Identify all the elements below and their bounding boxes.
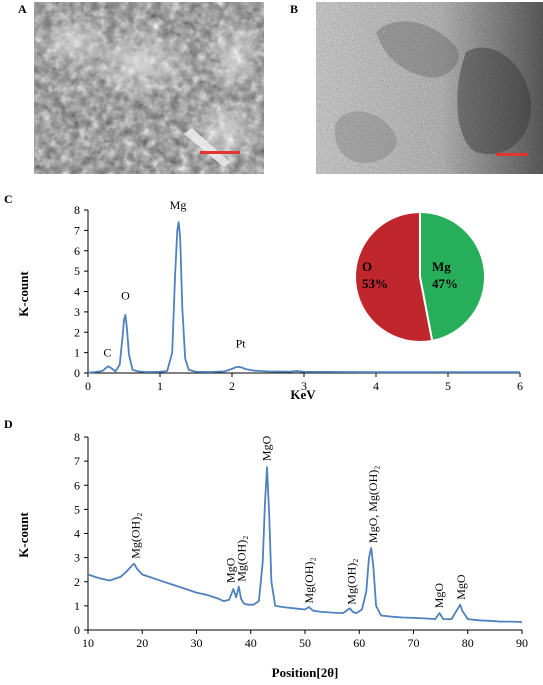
xrd-y-tick-label: 4 bbox=[74, 527, 80, 541]
panel-label-d: D bbox=[4, 417, 13, 431]
eds-x-tick-label: 3 bbox=[301, 379, 307, 393]
xrd-peak-label: MgO bbox=[224, 557, 238, 583]
xrd-y-tick-label: 1 bbox=[74, 599, 80, 613]
xrd-x-tick-label: 70 bbox=[408, 636, 420, 650]
xrd-x-tick-label: 60 bbox=[353, 636, 365, 650]
xrd-x-tick-label: 80 bbox=[462, 636, 474, 650]
tem-scale-bar bbox=[496, 153, 528, 156]
xrd-y-tick-label: 7 bbox=[74, 454, 80, 468]
eds-y-tick-label: 4 bbox=[74, 285, 80, 299]
xrd-y-tick-label: 8 bbox=[74, 430, 80, 444]
eds-peak-label: C bbox=[103, 346, 111, 360]
xrd-series-line bbox=[87, 466, 523, 623]
xrd-x-tick-label: 50 bbox=[299, 636, 311, 650]
panel-label-a: A bbox=[18, 2, 27, 16]
xrd-peak-label: Mg(OH)₂ bbox=[345, 559, 359, 605]
eds-spectrum-chart: 0 1 2 3 4 5 6 7 8 0 1 2 3 4 5 6 C O Mg Pt K-count KeV O 53% M… bbox=[16, 198, 523, 402]
eds-series-line bbox=[87, 221, 520, 374]
xrd-y-tick-label: 6 bbox=[74, 478, 80, 492]
xrd-peak-label: MgO bbox=[259, 435, 273, 461]
eds-x-tick-label: 5 bbox=[445, 379, 451, 393]
pie-value-mg: 47% bbox=[432, 276, 458, 291]
eds-peak-label: Mg bbox=[170, 198, 187, 212]
eds-y-tick-label: 7 bbox=[74, 223, 80, 237]
pie-slice-mg bbox=[419, 210, 486, 343]
eds-y-tick-label: 8 bbox=[74, 203, 80, 217]
eds-x-axis-title: KeV bbox=[290, 387, 316, 402]
pie-label-mg: Mg bbox=[432, 259, 451, 274]
eds-x-tick-label: 2 bbox=[229, 379, 235, 393]
eds-peak-label: Pt bbox=[236, 337, 247, 351]
eds-x-tick-label: 1 bbox=[157, 379, 163, 393]
eds-y-tick-label: 6 bbox=[74, 244, 80, 258]
xrd-peak-label: MgO bbox=[454, 574, 468, 600]
pie-label-o: O bbox=[362, 259, 372, 274]
xrd-x-tick-label: 30 bbox=[191, 636, 203, 650]
xrd-peak-label: MgO, Mg(OH)₂ bbox=[366, 466, 380, 544]
eds-x-tick-label: 4 bbox=[373, 379, 379, 393]
eds-y-tick-label: 0 bbox=[74, 366, 80, 380]
xrd-y-axis-title: K-count bbox=[16, 512, 31, 558]
xrd-x-tick-label: 90 bbox=[516, 636, 528, 650]
eds-y-tick-label: 3 bbox=[74, 305, 80, 319]
eds-x-tick-label: 6 bbox=[517, 379, 523, 393]
sem-micrograph bbox=[34, 2, 264, 174]
xrd-peak-label: Mg(OH)₂ bbox=[129, 513, 143, 559]
panel-label-c: C bbox=[4, 192, 13, 206]
eds-plot-area: 0 1 2 3 4 5 6 7 8 0 1 2 3 4 5 6 C O Mg Pt bbox=[74, 198, 523, 393]
xrd-peak-label: Mg(OH)₂ bbox=[234, 536, 248, 582]
xrd-y-tick-label: 0 bbox=[74, 623, 80, 637]
xrd-y-tick-label: 3 bbox=[74, 551, 80, 565]
xrd-peak-label: MgO bbox=[432, 583, 446, 609]
xrd-y-tick-label: 5 bbox=[74, 502, 80, 516]
xrd-x-tick-label: 10 bbox=[82, 636, 94, 650]
eds-y-axis-title: K-count bbox=[16, 271, 31, 317]
pie-slice-o bbox=[354, 210, 434, 343]
eds-y-tick-label: 5 bbox=[74, 264, 80, 278]
tem-micrograph bbox=[316, 2, 543, 174]
xrd-x-tick-label: 20 bbox=[136, 636, 148, 650]
composition-pie: O 53% Mg 47% bbox=[354, 210, 486, 343]
panel-label-b: B bbox=[290, 2, 299, 16]
xrd-y-tick-label: 2 bbox=[74, 575, 80, 589]
eds-y-tick-label: 1 bbox=[74, 346, 80, 360]
xrd-peak-label: Mg(OH)₂ bbox=[302, 557, 316, 603]
xrd-x-axis-title: Position[2θ] bbox=[272, 665, 339, 680]
eds-x-tick-label: 0 bbox=[85, 379, 91, 393]
eds-peak-label: O bbox=[121, 289, 130, 303]
sem-scale-bar bbox=[200, 151, 240, 154]
pie-value-o: 53% bbox=[362, 276, 388, 291]
xrd-x-tick-label: 40 bbox=[245, 636, 257, 650]
eds-y-tick-label: 2 bbox=[74, 325, 80, 339]
